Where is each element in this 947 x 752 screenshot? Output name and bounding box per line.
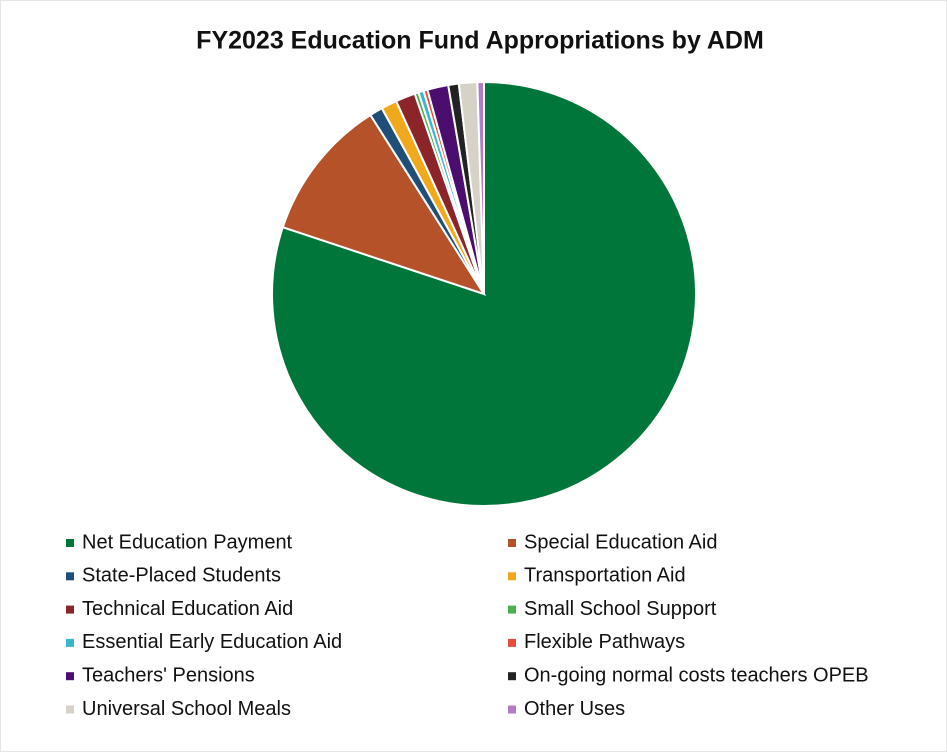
legend-label: Teachers' Pensions bbox=[82, 664, 255, 686]
legend-swatch bbox=[66, 539, 74, 547]
legend-label: Technical Education Aid bbox=[82, 598, 293, 620]
legend-swatch bbox=[66, 638, 74, 647]
legend-label: Net Education Payment bbox=[82, 531, 293, 553]
pie-slice bbox=[476, 80, 485, 295]
legend-swatch bbox=[508, 705, 516, 714]
legend-swatch bbox=[508, 572, 516, 581]
legend-swatch bbox=[508, 638, 516, 647]
legend-swatch bbox=[66, 672, 74, 681]
chart-title: FY2023 Education Fund Appropriations by … bbox=[196, 27, 764, 55]
legend-label: Transportation Aid bbox=[524, 565, 686, 587]
legend-label: On-going normal costs teachers OPEB bbox=[524, 664, 869, 686]
pie-slice bbox=[281, 113, 487, 296]
legend-swatch bbox=[508, 672, 516, 681]
legend-label: Other Uses bbox=[524, 698, 625, 720]
legend-label: Universal School Meals bbox=[82, 698, 291, 720]
legend-label: Essential Early Education Aid bbox=[82, 631, 342, 653]
legend-swatch bbox=[508, 539, 516, 547]
legend-label: Special Education Aid bbox=[524, 531, 717, 553]
legend-swatch bbox=[66, 705, 74, 714]
legend-swatch bbox=[66, 572, 74, 581]
legend-swatch bbox=[508, 605, 516, 614]
legend-label: State-Placed Students bbox=[82, 565, 281, 587]
legend-label: Flexible Pathways bbox=[524, 631, 685, 653]
legend-swatch bbox=[66, 605, 74, 614]
legend-label: Small School Support bbox=[524, 598, 717, 620]
